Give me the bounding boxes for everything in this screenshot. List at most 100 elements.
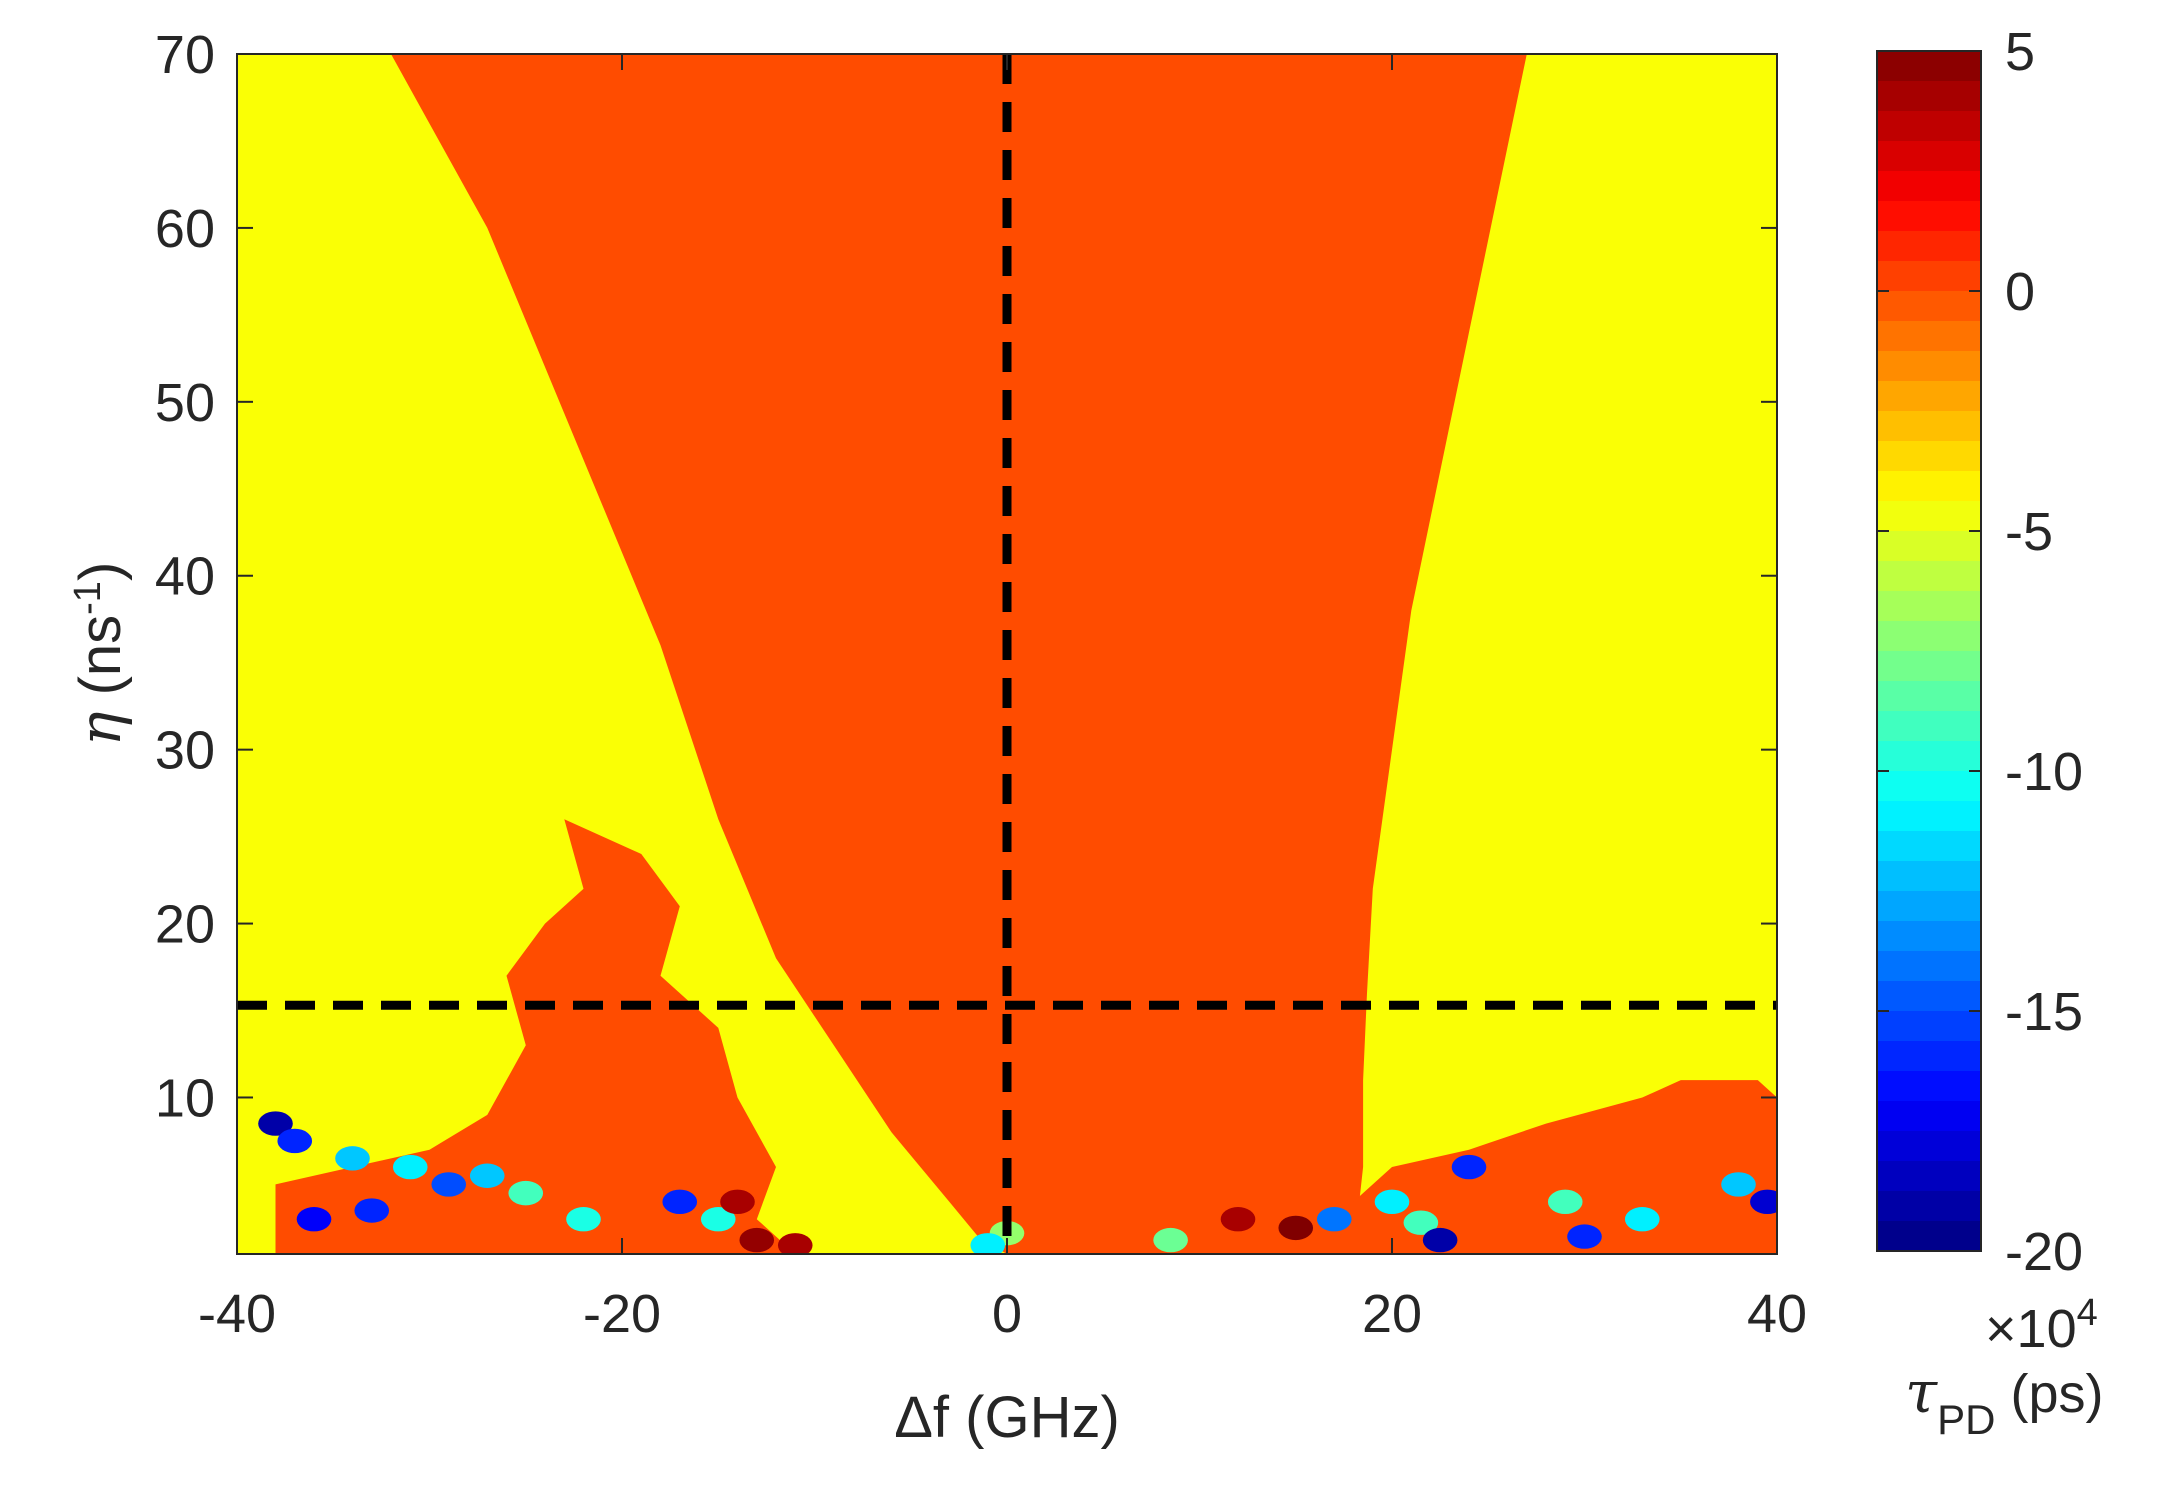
contour-blob bbox=[1422, 1227, 1458, 1253]
colorbar-frame bbox=[1876, 50, 1982, 1252]
contour-blob bbox=[1624, 1207, 1660, 1232]
y-tick-label: 70 bbox=[155, 25, 215, 85]
colorbar-segment bbox=[1877, 321, 1981, 352]
colorbar-multiplier-exp: 4 bbox=[2077, 1292, 2098, 1334]
y-axis-label-text: (ns bbox=[68, 615, 133, 712]
contour-blob bbox=[354, 1198, 390, 1223]
contour-blob bbox=[1220, 1207, 1256, 1232]
x-tick-label: -20 bbox=[583, 1284, 661, 1344]
colorbar-label-sub: PD bbox=[1937, 1396, 1995, 1443]
colorbar-segment bbox=[1877, 831, 1981, 862]
contour-blob bbox=[431, 1172, 467, 1197]
y-axis-label: η (ns-1) bbox=[66, 562, 134, 747]
colorbar-label: τPD (ps) bbox=[1905, 1358, 2103, 1443]
contour-blob bbox=[469, 1163, 505, 1188]
central-region bbox=[391, 54, 1527, 1254]
colorbar-multiplier: ×104 bbox=[1985, 1292, 2098, 1359]
colorbar-segment bbox=[1877, 951, 1981, 982]
y-tick-label: 20 bbox=[155, 895, 215, 955]
colorbar-segment bbox=[1877, 771, 1981, 802]
colorbar-segment bbox=[1877, 441, 1981, 472]
colorbar-segment bbox=[1877, 81, 1981, 112]
x-tick-label: 20 bbox=[1362, 1284, 1422, 1344]
contour-blob bbox=[1547, 1189, 1583, 1215]
colorbar-ticks: 5 0 -5 -10 -15 -20 bbox=[1877, 22, 2083, 1282]
colorbar-tick-label: -5 bbox=[2005, 502, 2053, 562]
colorbar-segment bbox=[1877, 111, 1981, 142]
colorbar-segment bbox=[1877, 231, 1981, 262]
contour-blob bbox=[1750, 1189, 1777, 1215]
colorbar-segment bbox=[1877, 291, 1981, 322]
colorbar-segment bbox=[1877, 351, 1981, 382]
colorbar-label-symbol: τ bbox=[1905, 1358, 1938, 1426]
colorbar-segment bbox=[1877, 801, 1981, 832]
x-tick-label: -40 bbox=[198, 1284, 276, 1344]
colorbar-segment bbox=[1877, 1161, 1981, 1192]
colorbar-segment bbox=[1877, 411, 1981, 442]
y-tick-label: 30 bbox=[155, 721, 215, 781]
contour-blob bbox=[1451, 1154, 1487, 1180]
colorbar-tick-label: -10 bbox=[2005, 742, 2083, 802]
y-tick-label: 40 bbox=[155, 547, 215, 607]
colorbar-segment bbox=[1877, 921, 1981, 952]
y-axis-label-symbol: η bbox=[66, 711, 134, 746]
colorbar-segment bbox=[1877, 141, 1981, 172]
colorbar-segment bbox=[1877, 381, 1981, 412]
colorbar-segment bbox=[1877, 261, 1981, 292]
y-tick-label: 10 bbox=[155, 1068, 215, 1128]
contour-blob bbox=[392, 1154, 428, 1180]
colorbar-segment bbox=[1877, 561, 1981, 592]
contour-blob bbox=[739, 1227, 775, 1253]
svg-text:η (ns-1): η (ns-1) bbox=[66, 562, 134, 747]
x-tick-label: 0 bbox=[992, 1284, 1022, 1344]
colorbar-segment bbox=[1877, 681, 1981, 712]
contour-blob bbox=[1374, 1189, 1410, 1215]
contour-blob bbox=[1316, 1207, 1352, 1232]
contour-blob bbox=[258, 1111, 293, 1136]
colorbar-segment bbox=[1877, 1221, 1981, 1252]
contour-blob bbox=[296, 1207, 332, 1232]
contour-blob bbox=[662, 1189, 698, 1215]
colorbar-segment bbox=[1877, 1041, 1981, 1072]
colorbar-segment bbox=[1877, 1191, 1981, 1222]
colorbar-segment bbox=[1877, 891, 1981, 922]
colorbar-label-unit: (ps) bbox=[1995, 1364, 2103, 1424]
colorbar bbox=[1876, 50, 1982, 1252]
dashed-reference-lines bbox=[237, 54, 1777, 1254]
y-axis: 10 20 30 40 50 60 70 bbox=[155, 25, 1777, 1128]
y-tick-label: 60 bbox=[155, 199, 215, 259]
contour-blob bbox=[777, 1233, 813, 1254]
right-patch bbox=[1334, 1080, 1777, 1254]
colorbar-segment bbox=[1877, 171, 1981, 202]
x-tick-label: 40 bbox=[1747, 1284, 1807, 1344]
colorbar-segment bbox=[1877, 981, 1981, 1012]
colorbar-segment bbox=[1877, 861, 1981, 892]
contour-blob bbox=[335, 1146, 370, 1171]
colorbar-tick-label: 5 bbox=[2005, 22, 2035, 82]
colorbar-multiplier-base: ×10 bbox=[1985, 1299, 2077, 1359]
contour-blob bbox=[508, 1180, 544, 1206]
colorbar-segment bbox=[1877, 531, 1981, 562]
colorbar-segment bbox=[1877, 651, 1981, 682]
colorbar-segment bbox=[1877, 741, 1981, 772]
contour-blob bbox=[1153, 1227, 1188, 1253]
colorbar-segment bbox=[1877, 711, 1981, 742]
contour-blob bbox=[720, 1189, 755, 1215]
colorbar-segment bbox=[1877, 621, 1981, 652]
y-axis-label-close: ) bbox=[68, 562, 133, 581]
colorbar-tick-label: 0 bbox=[2005, 262, 2035, 322]
y-axis-label-sup: -1 bbox=[67, 581, 109, 615]
contour-layers bbox=[258, 54, 1777, 1254]
x-axis: -40 -20 0 20 40 bbox=[198, 54, 1807, 1344]
contour-blob bbox=[277, 1128, 313, 1154]
y-tick-label: 50 bbox=[155, 373, 215, 433]
contour-blob bbox=[566, 1207, 601, 1232]
colorbar-tick-label: -20 bbox=[2005, 1222, 2083, 1282]
colorbar-segment bbox=[1877, 201, 1981, 232]
contour-blob bbox=[1567, 1224, 1602, 1249]
colorbar-segment bbox=[1877, 1011, 1981, 1042]
colorbar-segment bbox=[1877, 471, 1981, 502]
x-axis-label: Δf (GHz) bbox=[894, 1385, 1120, 1450]
